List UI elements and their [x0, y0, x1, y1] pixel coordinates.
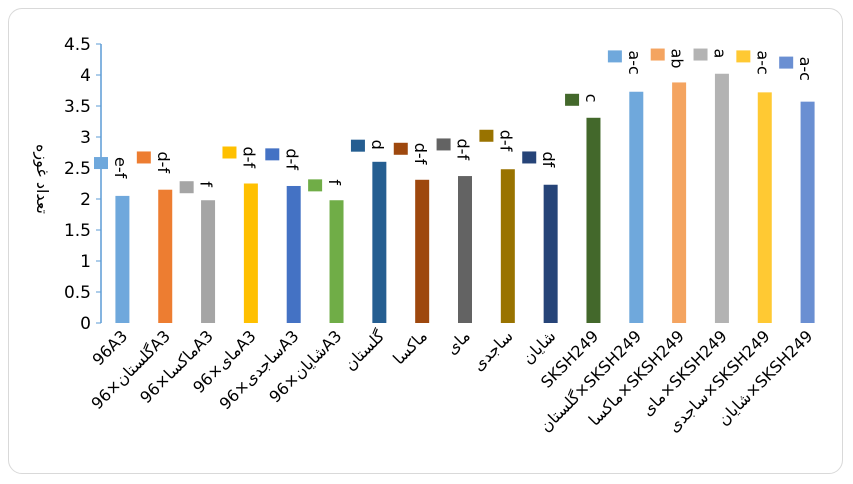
bar	[329, 200, 344, 323]
significance-label: d-f	[154, 151, 173, 173]
significance-label: d-f	[496, 130, 515, 152]
y-tick-label: 3	[80, 128, 91, 148]
chart-frame: تعداد غوزه 0 0.5 1 1.5 2 2.5 3 3.5 4 4.5 e-f d-f f d…	[8, 8, 843, 474]
significance-label: a-c	[796, 57, 815, 81]
markers	[94, 48, 794, 194]
bar	[115, 195, 130, 323]
bar	[757, 92, 772, 323]
significance-label: d-f	[411, 143, 430, 165]
significance-label: ab	[668, 49, 687, 69]
bar	[629, 91, 644, 324]
significance-labels: e-f d-f f d-f d-f f d d-f d-f d-f df c a-c ab a a-c a-c	[111, 49, 815, 188]
legend-marker	[779, 56, 794, 69]
y-tick-label: 3.5	[64, 97, 91, 117]
x-tick-label: گلستان	[340, 326, 388, 374]
y-tick-label: 4.5	[64, 35, 91, 55]
legend-marker	[308, 179, 323, 192]
significance-label: e-f	[111, 157, 130, 179]
x-tick-label: ساجدی	[469, 326, 517, 374]
x-tick-label: مای	[442, 326, 474, 358]
legend-marker	[736, 50, 751, 63]
legend-marker	[693, 48, 708, 61]
legend-marker	[94, 157, 108, 170]
bars	[115, 73, 815, 324]
significance-label: d-f	[282, 148, 301, 170]
significance-label: d	[368, 140, 387, 150]
significance-label: f	[197, 181, 216, 187]
legend-marker	[393, 142, 408, 155]
bar	[586, 117, 601, 323]
significance-label: a-c	[625, 50, 644, 74]
y-tick-label: 4	[80, 66, 91, 86]
y-tick-label: 0.5	[64, 283, 91, 303]
significance-label: d-f	[239, 147, 258, 169]
y-axis-label: تعداد غوزه	[32, 144, 52, 214]
legend-marker	[136, 151, 151, 164]
y-tick-label: 2	[80, 190, 91, 210]
bar	[372, 161, 387, 323]
x-tick-label: ماکسا	[389, 326, 431, 368]
legend-marker	[522, 151, 537, 164]
bar	[800, 101, 815, 323]
legend-marker	[436, 138, 451, 151]
legend-marker	[607, 50, 622, 63]
y-tick-label: 0	[80, 314, 91, 334]
bar	[543, 184, 558, 323]
x-axis-labels: 96A3گلستان×96A3ماکسا×96A3مای×96A3ساجدی×9…	[87, 326, 816, 436]
bar-chart: تعداد غوزه 0 0.5 1 1.5 2 2.5 3 3.5 4 4.5 e-f d-f f d…	[32, 35, 816, 436]
bar	[201, 200, 216, 323]
bar	[286, 185, 301, 323]
bar	[714, 73, 729, 323]
significance-label: a-c	[753, 50, 772, 74]
legend-marker	[265, 148, 280, 161]
y-axis: 0 0.5 1 1.5 2 2.5 3 3.5 4 4.5	[64, 35, 102, 334]
legend-marker	[479, 129, 494, 142]
legend-marker	[565, 93, 580, 106]
bar	[500, 169, 515, 323]
y-tick-label: 1	[80, 252, 91, 272]
bar	[243, 183, 258, 323]
y-tick-label: 1.5	[64, 221, 91, 241]
significance-label: d-f	[454, 138, 473, 160]
legend-marker	[222, 146, 237, 159]
significance-label: a	[711, 49, 730, 59]
significance-label: df	[539, 151, 558, 167]
legend-marker	[350, 139, 365, 152]
y-tick-label: 2.5	[64, 159, 91, 179]
bar	[672, 82, 687, 323]
bar	[458, 176, 472, 323]
bar	[158, 189, 173, 323]
legend-marker	[179, 181, 194, 194]
legend-marker	[650, 48, 665, 61]
significance-label: c	[582, 94, 601, 103]
significance-label: f	[325, 179, 344, 185]
bar	[415, 179, 430, 323]
